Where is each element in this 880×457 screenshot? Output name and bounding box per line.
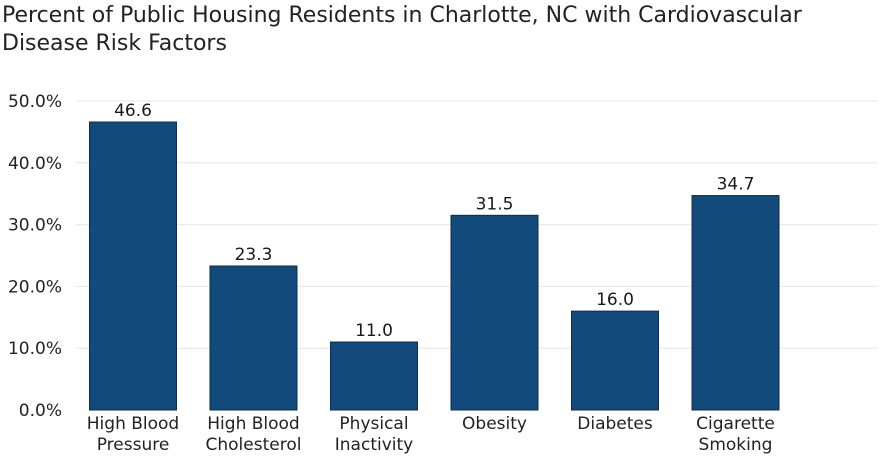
bar <box>450 214 539 411</box>
bar <box>691 195 780 411</box>
bars <box>89 121 780 411</box>
chart-title: Percent of Public Housing Residents in C… <box>2 3 802 56</box>
y-tick-label: 0.0% <box>19 401 62 421</box>
bar-value-label: 34.7 <box>717 175 755 195</box>
bar-value-label: 23.3 <box>235 245 273 265</box>
category-label: Obesity <box>462 414 527 434</box>
bar <box>330 341 418 411</box>
y-tick-label: 50.0% <box>8 92 62 112</box>
bar <box>209 265 298 411</box>
category-label: High Blood Pressure <box>87 414 179 455</box>
y-tick-label: 40.0% <box>8 154 62 174</box>
y-tick-label: 20.0% <box>8 277 62 297</box>
category-label: Physical Inactivity <box>335 414 413 455</box>
category-label: Diabetes <box>577 414 653 434</box>
bar-value-label: 11.0 <box>355 321 393 341</box>
bar <box>89 121 177 411</box>
category-label: Cigarette Smoking <box>696 414 775 455</box>
y-axis-ticks: 0.0% 10.0% 20.0% 30.0% 40.0% 50.0% <box>8 92 62 421</box>
x-axis-labels: High Blood Pressure High Blood Cholesterol P… <box>87 414 775 455</box>
bar <box>571 310 659 411</box>
data-labels: 46.6 23.3 11.0 31.5 16.0 34.7 <box>114 101 754 341</box>
category-label: High Blood Cholesterol <box>206 414 302 455</box>
bar-value-label: 31.5 <box>476 194 514 214</box>
bar-value-label: 46.6 <box>114 101 152 121</box>
bar-value-label: 16.0 <box>596 290 634 310</box>
y-tick-label: 10.0% <box>8 339 62 359</box>
y-tick-label: 30.0% <box>8 216 62 236</box>
